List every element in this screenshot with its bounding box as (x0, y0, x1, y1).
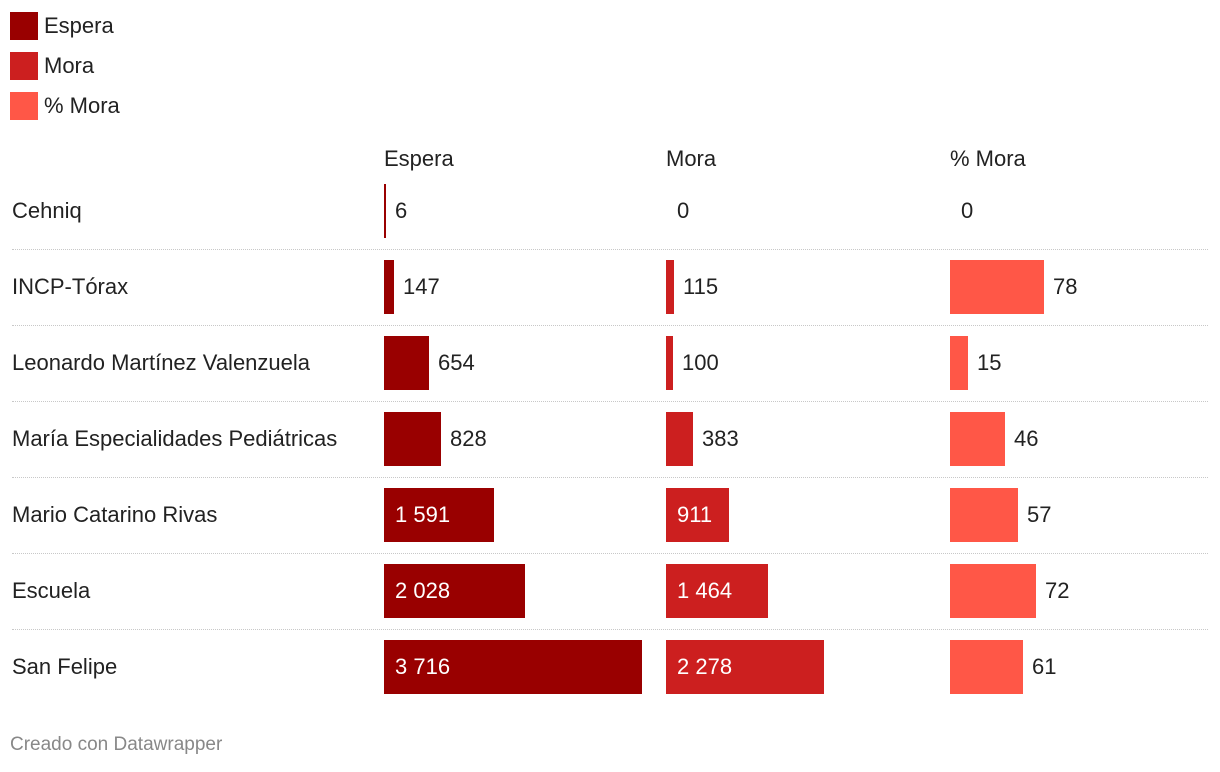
bar-value-label: 115 (683, 274, 719, 299)
bar-espera (384, 260, 394, 314)
bar-mora (666, 412, 693, 466)
bar-value-label: 0 (677, 198, 690, 223)
bar-espera (384, 412, 441, 466)
bar-value-label: 911 (677, 502, 713, 527)
bar-value-label: 2 278 (677, 654, 733, 679)
row-separator (12, 401, 1208, 402)
legend-label-mora: Mora (44, 53, 95, 78)
bar-value-label: 46 (1014, 426, 1039, 451)
bar-pct-mora (950, 336, 968, 390)
bar-value-label: 6 (395, 198, 408, 223)
bar-mora (666, 640, 824, 694)
bar-value-label: 147 (403, 274, 440, 299)
bar-value-label: 0 (961, 198, 974, 223)
bar-mora (666, 488, 729, 542)
bar-espera (384, 488, 494, 542)
bar-pct-mora (950, 260, 1044, 314)
column-header-pct-mora: % Mora (950, 146, 1026, 171)
legend: Espera Mora % Mora (10, 12, 120, 132)
row-label: María Especialidades Pediátricas (12, 426, 338, 451)
column-header-espera: Espera (384, 146, 454, 171)
bar-value-label: 1 591 (395, 502, 451, 527)
bar-value-label: 654 (438, 350, 475, 375)
bar-value-label: 61 (1032, 654, 1057, 679)
bar-value-label: 3 716 (395, 654, 451, 679)
bar-espera (384, 564, 525, 618)
legend-swatch-pct-mora (10, 92, 38, 120)
bar-value-label: 72 (1045, 578, 1070, 603)
legend-swatch-mora (10, 52, 38, 80)
bar-espera (384, 640, 642, 694)
legend-item-pct-mora: % Mora (10, 92, 120, 120)
bar-value-label: 383 (702, 426, 739, 451)
bar-value-label: 57 (1027, 502, 1052, 527)
bar-value-label: 1 464 (677, 578, 733, 603)
bar-pct-mora (950, 640, 1023, 694)
bar-mora (666, 564, 768, 618)
bar-value-label: 2 028 (395, 578, 451, 603)
row-separator (12, 477, 1208, 478)
bar-value-label: 15 (977, 350, 1002, 375)
row-separator (12, 629, 1208, 630)
bar-espera (384, 184, 386, 238)
legend-item-espera: Espera (10, 12, 120, 40)
legend-label-espera: Espera (44, 13, 114, 38)
row-label: Mario Catarino Rivas (12, 502, 218, 527)
row-label: Escuela (12, 578, 91, 603)
row-label: San Felipe (12, 654, 118, 679)
legend-item-mora: Mora (10, 52, 120, 80)
row-separator (12, 249, 1208, 250)
legend-label-pct-mora: % Mora (44, 93, 120, 118)
row-separator (12, 553, 1208, 554)
row-separator (12, 325, 1208, 326)
bar-pct-mora (950, 412, 1005, 466)
row-label: Cehniq (12, 198, 82, 223)
row-label: INCP-Tórax (12, 274, 129, 299)
bar-mora (666, 336, 673, 390)
bar-value-label: 100 (682, 350, 719, 375)
bar-value-label: 78 (1053, 274, 1078, 299)
row-label: Leonardo Martínez Valenzuela (12, 350, 311, 375)
footer-credit: Creado con Datawrapper (10, 734, 223, 755)
bar-value-label: 828 (450, 426, 487, 451)
legend-swatch-espera (10, 12, 38, 40)
bar-mora (666, 260, 674, 314)
bar-espera (384, 336, 429, 390)
column-header-mora: Mora (666, 146, 717, 171)
bar-pct-mora (950, 488, 1018, 542)
bar-pct-mora (950, 564, 1036, 618)
